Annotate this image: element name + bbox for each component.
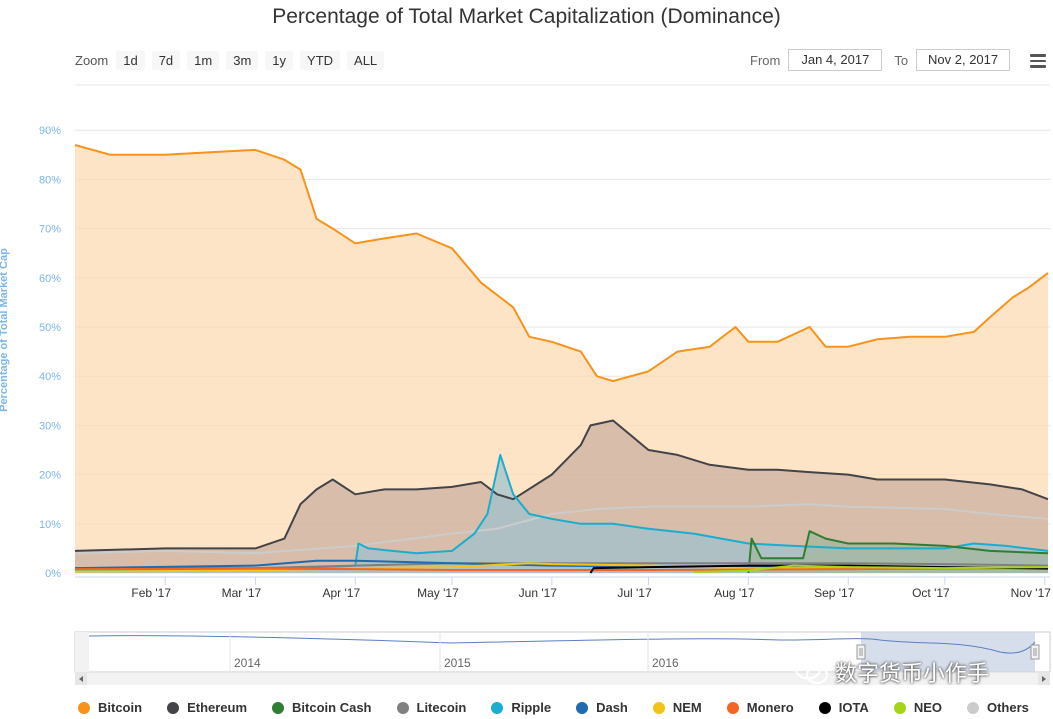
legend-item-iota[interactable]: IOTA — [818, 700, 869, 715]
navigator: 2014 2015 2016 — [74, 631, 1051, 685]
y-tick-label: 90% — [39, 125, 61, 137]
legend-item-dash[interactable]: Dash — [576, 700, 628, 715]
series-lines — [74, 144, 1049, 574]
line-bitcoin-cash — [747, 530, 1049, 574]
x-tick-label: Jul '17 — [617, 586, 652, 600]
hamburger-menu-icon[interactable] — [1030, 54, 1046, 68]
to-label: To — [894, 52, 909, 68]
navigator-selected-range — [861, 632, 1035, 672]
wechat-icon — [795, 658, 828, 684]
legend-item-bitcoin-cash[interactable]: Bitcoin Cash — [272, 700, 372, 715]
legend-dot — [818, 701, 831, 714]
legend-dot — [893, 701, 906, 714]
legend-item-ethereum[interactable]: Ethereum — [167, 700, 247, 715]
zoom-button-1m[interactable]: 1m — [187, 50, 220, 70]
y-tick-label: 40% — [39, 371, 61, 383]
legend-label: IOTA — [838, 700, 869, 715]
zoom-button-7d[interactable]: 7d — [151, 50, 181, 70]
y-tick-label: 60% — [39, 273, 61, 285]
y-tick-label: 10% — [39, 519, 61, 531]
watermark-text: 数字货币小作手 — [835, 661, 990, 686]
y-tick-label: 50% — [39, 322, 61, 334]
x-tick-label: Feb '17 — [131, 586, 171, 600]
legend-dot — [491, 701, 504, 714]
area-ethereum — [75, 420, 1048, 573]
line-bitcoin — [74, 144, 1049, 383]
x-tick-label: Mar '17 — [222, 586, 262, 600]
legend-dot — [576, 701, 589, 714]
legend-label: Dash — [596, 700, 628, 715]
y-tick-labels: 0% 10% 20% 30% 40% 50% 60% 70% 80% 90% — [39, 125, 61, 580]
legend-item-monero[interactable]: Monero — [726, 700, 794, 715]
navigator-series-line — [88, 635, 1036, 654]
zoom-button-3m[interactable]: 3m — [226, 50, 259, 70]
legend-item-neo[interactable]: NEO — [893, 700, 942, 715]
to-date-input[interactable]: Nov 2, 2017 — [916, 49, 1011, 71]
y-tick-label: 30% — [39, 420, 61, 432]
line-neo — [693, 564, 1049, 573]
from-date-input[interactable]: Jan 4, 2017 — [788, 49, 883, 71]
x-tick-label: Nov '17 — [1011, 586, 1052, 600]
x-tick-label: Apr '17 — [322, 586, 360, 600]
legend-label: NEO — [913, 700, 942, 715]
area-bitcoin — [75, 145, 1048, 573]
y-tick-label: 0% — [45, 568, 61, 580]
legend-label: Bitcoin — [98, 700, 143, 715]
navigator-year-label: 2016 — [652, 656, 679, 670]
legend-dot — [652, 701, 665, 714]
navigator-year-label: 2014 — [234, 656, 261, 670]
legend-label: Litecoin — [416, 700, 467, 715]
zoom-button-1y[interactable]: 1y — [265, 50, 294, 70]
legend-dot — [167, 701, 180, 714]
zoom-button-1d[interactable]: 1d — [116, 50, 145, 70]
zoom-label: Zoom — [75, 52, 109, 68]
legend-label: Monero — [746, 700, 794, 715]
x-tick-labels: Feb '17 Mar '17 Apr '17 May '17 Jun '17 Jul '… — [131, 577, 1051, 600]
x-tick-label: Aug '17 — [714, 586, 755, 600]
watermark: 数字货币小作手 — [795, 656, 989, 688]
navigator-year-label: 2015 — [444, 656, 471, 670]
legend-dot — [726, 701, 739, 714]
zoom-button-all[interactable]: ALL — [347, 50, 385, 70]
legend-dot — [78, 701, 90, 714]
navigator-right-handle — [1030, 644, 1040, 660]
series-areas — [75, 145, 1048, 573]
line-others — [74, 503, 1049, 555]
line-litecoin — [75, 562, 1049, 570]
legend-label: NEM — [672, 700, 702, 715]
legend-label: Bitcoin Cash — [292, 700, 372, 715]
x-tick-label: May '17 — [417, 586, 459, 600]
x-tick-label: Oct '17 — [912, 586, 950, 600]
legend-dot — [966, 701, 979, 714]
legend-label: Ethereum — [187, 700, 248, 715]
y-tick-label: 80% — [39, 174, 61, 186]
legend-item-ripple[interactable]: Ripple — [491, 700, 551, 715]
legend-item-others[interactable]: Others — [966, 700, 1029, 715]
legend-item-litecoin[interactable]: Litecoin — [396, 700, 467, 715]
y-tick-label: 70% — [39, 224, 61, 236]
scroll-left-arrow-icon — [79, 676, 83, 682]
legend: Bitcoin Ethereum Bitcoin Cash Litecoin Rippl… — [78, 700, 1053, 715]
scroll-right-arrow-icon — [1042, 676, 1046, 682]
line-ripple — [74, 453, 1049, 572]
line-ethereum — [74, 419, 1049, 552]
date-range-selector: From Jan 4, 2017 To Nov 2, 2017 — [750, 48, 1022, 72]
legend-item-bitcoin[interactable]: Bitcoin — [78, 700, 142, 715]
legend-label: Others — [986, 700, 1029, 715]
legend-dot — [396, 701, 409, 714]
zoom-button-ytd[interactable]: YTD — [300, 50, 341, 70]
x-tick-label: Sep '17 — [814, 586, 855, 600]
from-label: From — [750, 52, 781, 68]
line-monero — [74, 567, 1049, 571]
legend-item-nem[interactable]: NEM — [652, 700, 702, 715]
legend-label: Ripple — [511, 700, 552, 715]
y-tick-label: 20% — [39, 470, 61, 482]
x-tick-label: Jun '17 — [519, 586, 558, 600]
zoom-bar: Zoom 1d 7d 1m 3m 1y YTD ALL — [75, 48, 391, 72]
navigator-left-handle — [856, 644, 866, 660]
navigator-left-mask — [75, 632, 89, 672]
legend-dot — [272, 701, 285, 714]
chart-title: Percentage of Total Market Capitalizatio… — [272, 5, 781, 28]
